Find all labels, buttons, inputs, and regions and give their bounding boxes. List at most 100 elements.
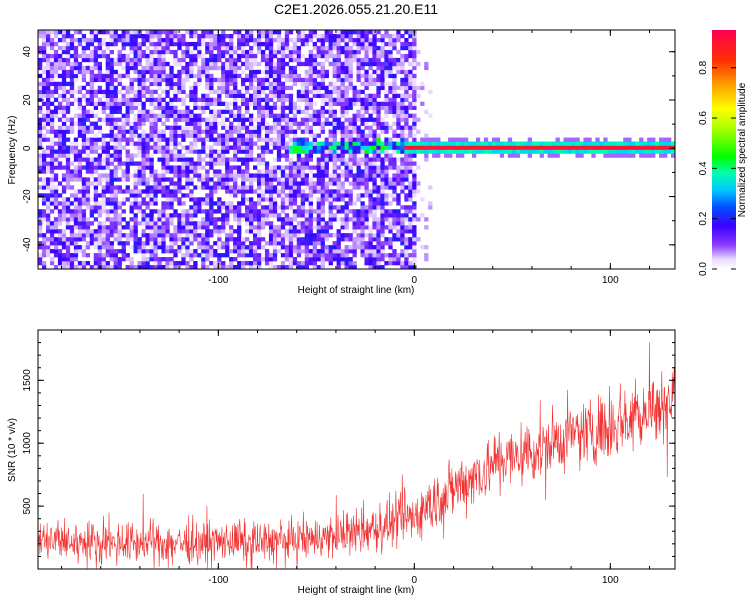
heatmap-cell — [61, 229, 67, 234]
heatmap-cell — [229, 113, 234, 118]
heatmap-cell — [93, 73, 99, 79]
heatmap-cell — [189, 217, 194, 222]
heatmap-cell — [400, 249, 405, 254]
snr-y-tick-label: 1500 — [22, 369, 33, 392]
heatmap-cell — [161, 249, 166, 254]
heatmap-cell — [324, 69, 329, 75]
heatmap-cell — [57, 141, 63, 146]
heatmap-cell — [292, 237, 298, 242]
heatmap-cell — [252, 209, 258, 214]
heatmap-cell — [177, 73, 182, 79]
heatmap-cell — [376, 237, 381, 242]
heatmap-cell — [328, 177, 333, 182]
heatmap-cell — [280, 221, 286, 226]
heatmap-cell — [38, 125, 43, 130]
heatmap-cell — [113, 85, 118, 91]
heatmap-cell — [400, 253, 405, 258]
heatmap-cell — [400, 217, 405, 222]
heatmap-cell — [217, 205, 222, 210]
heatmap-cell — [109, 125, 114, 130]
heatmap-cell — [412, 77, 417, 83]
heatmap-cell — [296, 189, 302, 194]
heatmap-cell — [260, 81, 266, 87]
heatmap-cell — [667, 149, 672, 154]
heatmap-cell — [280, 129, 286, 134]
heatmap-cell — [495, 137, 501, 142]
heatmap-cell — [93, 233, 99, 238]
heatmap-cell — [49, 101, 55, 106]
heatmap-cell — [77, 97, 83, 102]
heatmap-cell — [133, 193, 138, 198]
heatmap-cell — [69, 229, 75, 234]
heatmap-cell — [241, 77, 246, 83]
heatmap-cell — [268, 65, 274, 71]
heatmap-cell — [252, 225, 258, 230]
heatmap-cell — [141, 121, 146, 126]
heatmap-cell — [93, 185, 99, 190]
heatmap-cell — [173, 53, 178, 59]
heatmap-cell — [252, 73, 258, 79]
heatmap-cell — [85, 125, 91, 130]
heatmap-cell — [364, 61, 369, 67]
heatmap-cell — [249, 245, 254, 250]
heatmap-cell — [252, 141, 258, 146]
heatmap-cell — [316, 145, 321, 150]
heatmap-cell — [169, 125, 174, 130]
heatmap-cell — [408, 185, 413, 190]
heatmap-cell — [237, 45, 242, 51]
heatmap-cell — [471, 153, 477, 158]
heatmap-cell — [49, 113, 55, 118]
heatmap-cell — [181, 153, 186, 158]
heatmap-cell — [185, 93, 190, 99]
heatmap-cell — [41, 93, 47, 99]
heatmap-cell — [320, 229, 325, 234]
heatmap-cell — [296, 97, 302, 102]
heatmap-cell — [177, 229, 182, 234]
heatmap-cell — [288, 109, 294, 114]
heatmap-cell — [105, 41, 110, 47]
heatmap-cell — [249, 117, 254, 122]
heatmap-cell — [77, 153, 83, 158]
heatmap-cell — [177, 133, 182, 138]
heatmap-cell — [45, 245, 51, 250]
heatmap-cell — [316, 249, 321, 254]
heatmap-cell — [61, 201, 67, 206]
heatmap-cell — [221, 205, 226, 210]
heatmap-cell — [45, 57, 51, 63]
heatmap-cell — [81, 53, 87, 59]
heatmap-cell — [105, 237, 110, 242]
heatmap-cell — [396, 137, 401, 142]
heatmap-cell — [153, 193, 158, 198]
heatmap-cell — [101, 77, 106, 83]
heatmap-cell — [360, 177, 365, 182]
heatmap-cell — [221, 141, 226, 146]
heatmap-cell — [101, 117, 106, 122]
heatmap-cell — [113, 225, 118, 230]
heatmap-cell — [105, 53, 110, 59]
heatmap-cell — [149, 113, 154, 118]
heatmap-cell — [655, 145, 660, 150]
heatmap-cell — [284, 141, 290, 146]
heatmap-cell — [256, 97, 262, 102]
heatmap-cell — [280, 61, 286, 67]
heatmap-cell — [256, 257, 262, 262]
heatmap-cell — [69, 33, 75, 39]
heatmap-cell — [233, 30, 238, 35]
heatmap-cell — [288, 261, 294, 266]
heatmap-cell — [372, 213, 377, 218]
heatmap-cell — [189, 57, 194, 63]
spectrogram-x-tick-label: 0 — [412, 275, 418, 286]
heatmap-cell — [69, 53, 75, 59]
heatmap-cell — [217, 137, 222, 142]
heatmap-cell — [264, 209, 270, 214]
heatmap-cell — [344, 237, 349, 242]
heatmap-cell — [376, 73, 381, 79]
heatmap-cell — [129, 173, 134, 178]
heatmap-cell — [356, 129, 361, 134]
heatmap-cell — [105, 217, 110, 222]
heatmap-cell — [157, 229, 162, 234]
heatmap-cell — [392, 185, 397, 190]
heatmap-cell — [404, 169, 409, 174]
heatmap-cell — [420, 141, 425, 146]
heatmap-cell — [89, 265, 95, 270]
